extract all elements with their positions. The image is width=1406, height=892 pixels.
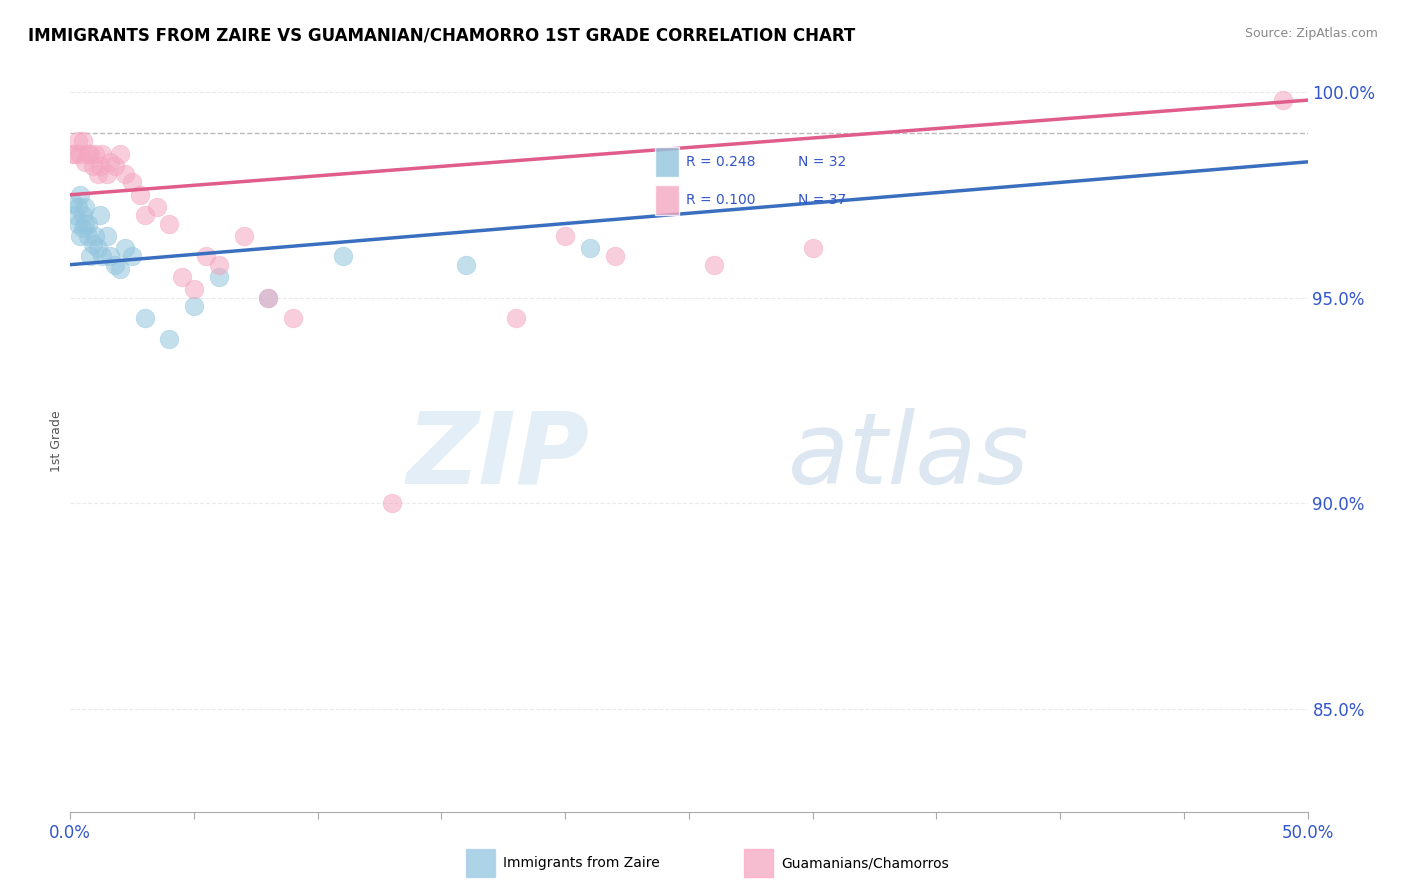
Point bbox=[69, 187, 91, 202]
Point bbox=[134, 208, 156, 222]
Point bbox=[456, 258, 478, 272]
Point bbox=[603, 250, 626, 264]
Point bbox=[75, 200, 97, 214]
Text: ZIP: ZIP bbox=[406, 408, 591, 505]
Point bbox=[128, 187, 150, 202]
Point bbox=[208, 258, 231, 272]
FancyBboxPatch shape bbox=[655, 185, 679, 215]
Y-axis label: 1st Grade: 1st Grade bbox=[51, 410, 63, 473]
Point bbox=[65, 208, 87, 222]
Text: Immigrants from Zaire: Immigrants from Zaire bbox=[503, 856, 659, 870]
Point bbox=[1271, 93, 1294, 107]
Point bbox=[72, 134, 94, 148]
Point bbox=[69, 228, 91, 243]
Point bbox=[195, 250, 218, 264]
Point bbox=[703, 258, 725, 272]
Point bbox=[134, 311, 156, 326]
Point bbox=[76, 217, 98, 231]
Point bbox=[157, 332, 180, 346]
FancyBboxPatch shape bbox=[465, 849, 495, 877]
Point bbox=[121, 176, 143, 190]
Point bbox=[257, 291, 280, 305]
Point bbox=[170, 270, 193, 285]
Point bbox=[281, 311, 304, 326]
Point bbox=[208, 270, 231, 285]
Point bbox=[86, 241, 108, 255]
Point bbox=[69, 146, 91, 161]
Point bbox=[98, 250, 121, 264]
Point bbox=[146, 200, 169, 214]
Point bbox=[114, 167, 136, 181]
Point bbox=[89, 159, 111, 173]
Point bbox=[108, 146, 131, 161]
Text: Source: ZipAtlas.com: Source: ZipAtlas.com bbox=[1244, 27, 1378, 40]
Point bbox=[86, 167, 108, 181]
Point bbox=[183, 299, 205, 313]
Point bbox=[84, 146, 107, 161]
Text: N = 37: N = 37 bbox=[799, 193, 846, 207]
Point bbox=[108, 261, 131, 276]
Point bbox=[332, 250, 354, 264]
Point bbox=[91, 250, 114, 264]
Point bbox=[257, 291, 280, 305]
Point bbox=[579, 241, 602, 255]
Point bbox=[157, 217, 180, 231]
Point bbox=[98, 154, 121, 169]
Point bbox=[381, 496, 404, 510]
Point bbox=[75, 217, 97, 231]
Point bbox=[183, 282, 205, 296]
Text: N = 32: N = 32 bbox=[799, 155, 846, 169]
Point bbox=[96, 167, 118, 181]
Point bbox=[91, 146, 114, 161]
Point bbox=[62, 196, 84, 211]
Point bbox=[801, 241, 824, 255]
Point bbox=[89, 208, 111, 222]
FancyBboxPatch shape bbox=[744, 849, 773, 877]
Point bbox=[114, 241, 136, 255]
Text: R = 0.248: R = 0.248 bbox=[686, 155, 755, 169]
Point bbox=[76, 228, 98, 243]
Point bbox=[82, 237, 104, 252]
Point bbox=[96, 228, 118, 243]
Point bbox=[72, 208, 94, 222]
Point bbox=[104, 258, 127, 272]
FancyBboxPatch shape bbox=[655, 147, 679, 177]
Text: R = 0.100: R = 0.100 bbox=[686, 193, 755, 207]
Text: atlas: atlas bbox=[787, 408, 1029, 505]
Point bbox=[79, 146, 101, 161]
Point bbox=[505, 311, 527, 326]
Point bbox=[72, 220, 94, 235]
Point bbox=[232, 228, 254, 243]
Point bbox=[82, 159, 104, 173]
Point bbox=[76, 146, 98, 161]
Point bbox=[104, 159, 127, 173]
Point bbox=[66, 200, 89, 214]
Point bbox=[62, 146, 84, 161]
Point bbox=[65, 146, 87, 161]
Point bbox=[79, 250, 101, 264]
Point bbox=[66, 217, 89, 231]
Point bbox=[75, 154, 97, 169]
Point bbox=[66, 134, 89, 148]
Point bbox=[84, 228, 107, 243]
Text: IMMIGRANTS FROM ZAIRE VS GUAMANIAN/CHAMORRO 1ST GRADE CORRELATION CHART: IMMIGRANTS FROM ZAIRE VS GUAMANIAN/CHAMO… bbox=[28, 27, 855, 45]
Text: Guamanians/Chamorros: Guamanians/Chamorros bbox=[782, 856, 949, 870]
Point bbox=[554, 228, 576, 243]
Point bbox=[121, 250, 143, 264]
